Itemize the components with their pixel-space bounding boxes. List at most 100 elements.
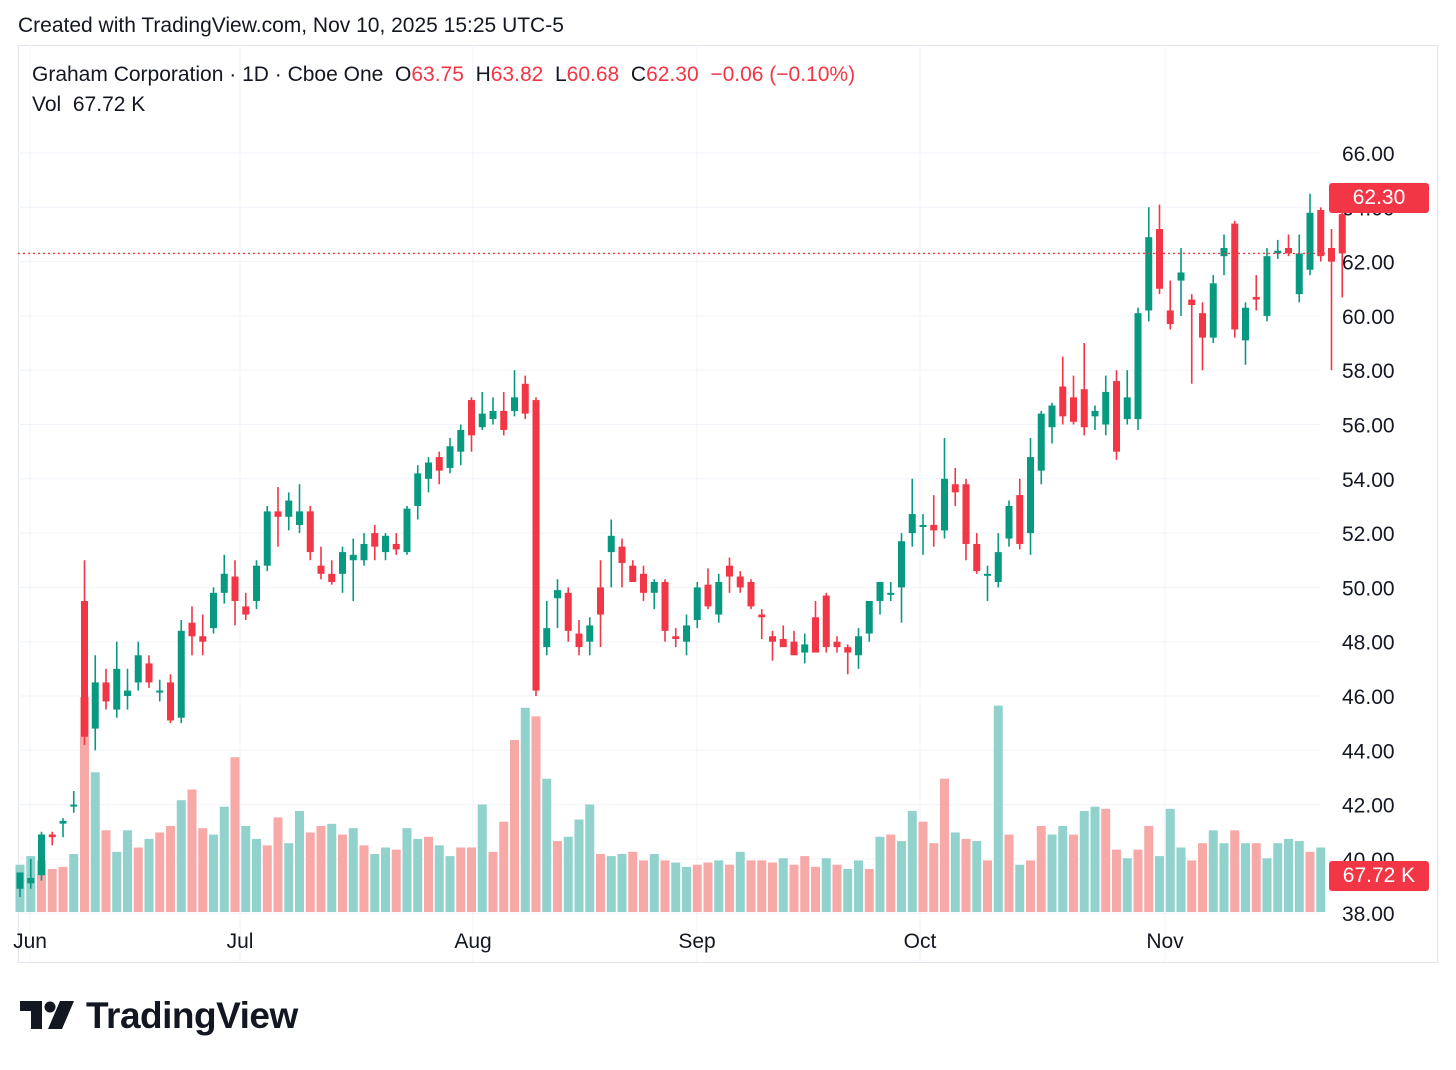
volume-bar xyxy=(553,841,562,912)
volume-bar xyxy=(1090,806,1100,912)
chart-frame xyxy=(18,45,1438,963)
volume-bar xyxy=(80,697,89,912)
candle xyxy=(812,600,819,653)
volume-bar xyxy=(703,862,713,912)
time-tick-label: Sep xyxy=(678,930,715,953)
volume-bar xyxy=(1079,810,1089,912)
volume-bar xyxy=(359,845,369,912)
logo-text: TradingView xyxy=(86,995,298,1036)
candle xyxy=(457,424,465,466)
high-value: 63.82 xyxy=(490,63,544,86)
volume-bar xyxy=(1262,858,1272,912)
volume-bar xyxy=(596,853,605,912)
volume-bar xyxy=(348,828,358,912)
volume-bar xyxy=(854,860,863,912)
candle xyxy=(102,668,110,710)
volume-bar xyxy=(639,860,648,912)
candle xyxy=(1048,402,1056,444)
candle xyxy=(81,560,88,745)
high-label: H xyxy=(475,63,491,86)
candle xyxy=(500,391,508,436)
candle xyxy=(661,579,669,642)
volume-bar xyxy=(585,804,595,912)
volume-bar xyxy=(1187,860,1197,912)
volume-bar xyxy=(1036,826,1046,912)
candle xyxy=(134,641,142,691)
candle xyxy=(16,872,24,897)
volume-bar xyxy=(628,851,638,912)
volume-bar xyxy=(230,757,240,912)
candle xyxy=(1166,280,1174,330)
volume-bar xyxy=(671,862,681,912)
candle xyxy=(317,546,325,580)
volume-bar xyxy=(864,869,874,912)
candle xyxy=(1242,302,1249,365)
volume-bar xyxy=(1198,843,1207,912)
candle xyxy=(425,457,432,493)
candle xyxy=(801,633,809,664)
time-tick-label: Aug xyxy=(454,930,491,953)
price-tick-label: 50.00 xyxy=(1342,577,1395,600)
volume-label: Vol xyxy=(32,93,62,116)
candle xyxy=(758,609,766,639)
time-axis: Jun Jul Aug Sep Oct Nov xyxy=(13,930,1184,953)
candle xyxy=(693,581,701,629)
candle xyxy=(48,831,56,846)
last-price-tag: 62.30 xyxy=(1329,183,1429,213)
volume-bar xyxy=(1069,834,1078,912)
candle xyxy=(618,538,626,588)
candle xyxy=(1080,343,1088,436)
volume-bar xyxy=(832,864,842,912)
candle xyxy=(1059,356,1067,425)
volume-bar xyxy=(499,821,509,912)
volume-bar xyxy=(563,836,573,912)
volume-bar xyxy=(682,866,691,912)
low-value: 60.68 xyxy=(566,63,620,86)
volume-bar xyxy=(531,716,541,912)
candle xyxy=(1016,478,1024,550)
volume-bar xyxy=(284,843,294,912)
candle xyxy=(468,397,475,452)
volume-bar xyxy=(649,853,659,912)
candle xyxy=(1134,307,1142,430)
volume-bar xyxy=(488,851,498,912)
candle xyxy=(382,533,389,561)
volume-bar xyxy=(424,836,433,912)
candle xyxy=(1027,438,1034,555)
volume-bar xyxy=(1026,860,1035,912)
candle xyxy=(274,486,282,547)
candle xyxy=(833,636,841,653)
volume-bar xyxy=(542,778,552,912)
candle xyxy=(1328,229,1335,371)
volume-bar xyxy=(69,853,79,912)
candle xyxy=(1188,294,1196,384)
tradingview-logo[interactable]: TradingView xyxy=(20,995,298,1037)
volume-bar xyxy=(907,810,917,912)
candle xyxy=(167,674,174,724)
candle xyxy=(1295,234,1303,303)
volume-bar xyxy=(467,847,476,912)
candle xyxy=(683,614,690,656)
volume-bar xyxy=(886,834,896,912)
volume-bar xyxy=(789,864,799,912)
volume-bar xyxy=(1058,826,1068,912)
candle xyxy=(1070,375,1077,425)
candle xyxy=(650,579,658,610)
volume-bar xyxy=(101,830,111,912)
volume-bar xyxy=(58,866,68,912)
volume-bar xyxy=(456,847,466,912)
candle xyxy=(1231,220,1239,338)
candle xyxy=(392,533,400,555)
volume-bar xyxy=(112,851,122,912)
volume-bar xyxy=(1047,834,1057,912)
volume-bar xyxy=(972,841,982,912)
candle xyxy=(145,655,153,688)
candle xyxy=(446,438,454,474)
volume-bar xyxy=(617,853,627,912)
open-value: 63.75 xyxy=(411,63,464,86)
volume-bar xyxy=(692,864,702,912)
candle xyxy=(188,606,196,656)
candle xyxy=(1091,405,1099,430)
volume-bar xyxy=(305,832,315,912)
